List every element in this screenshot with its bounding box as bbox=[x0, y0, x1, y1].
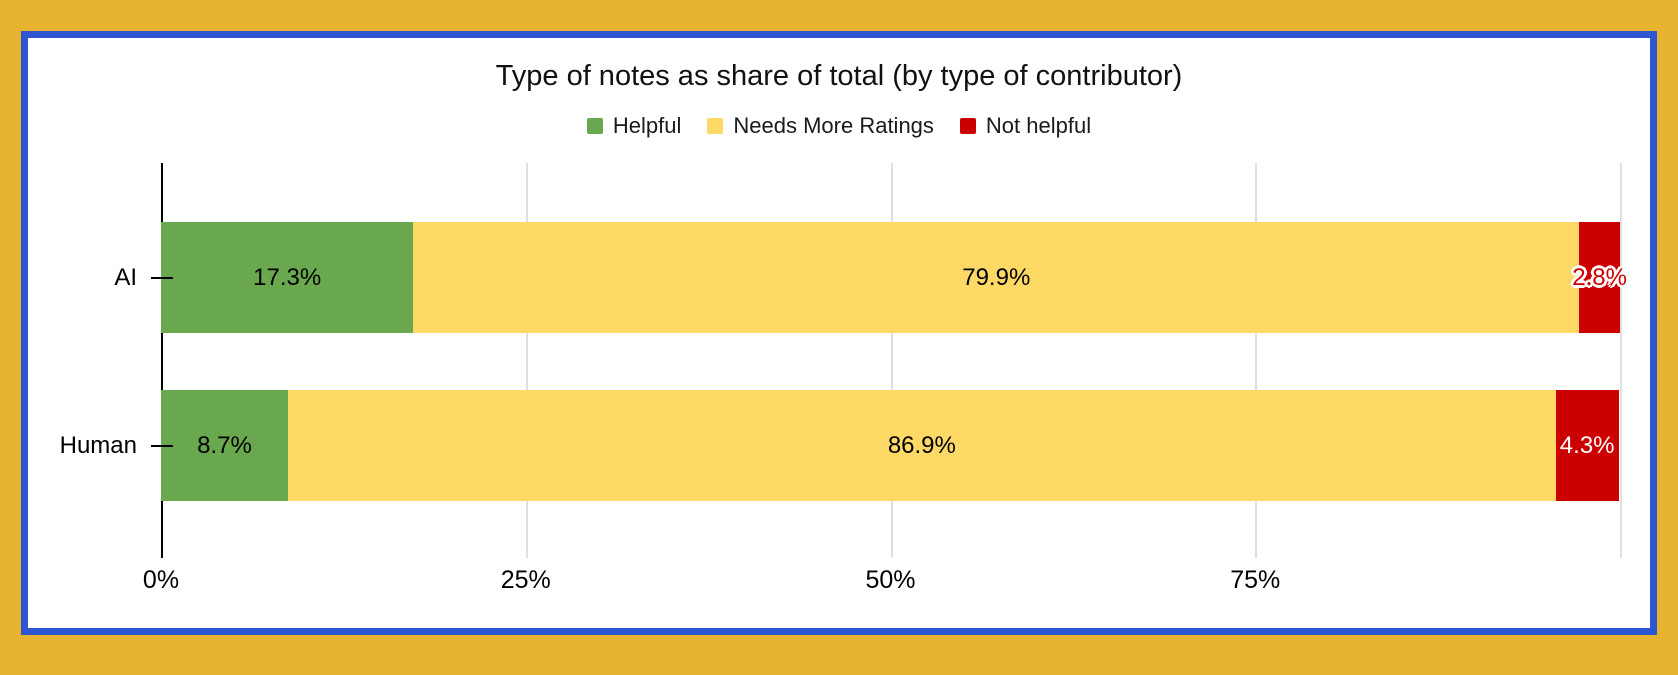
chart-frame[interactable]: Type of notes as share of total (by type… bbox=[21, 31, 1657, 635]
legend-item-needs-more-ratings[interactable]: Needs More Ratings bbox=[707, 112, 934, 140]
category-tick-mark bbox=[151, 276, 173, 279]
x-axis-tick-label-50: 50% bbox=[865, 566, 916, 594]
plot-area: 17.3% 79.9% 2.8% AI 8.7% 86.9% 4.3% Human 0% 25% 5… bbox=[28, 38, 1650, 628]
legend-label: Needs More Ratings bbox=[733, 113, 934, 138]
bar-value-label: 79.9% bbox=[962, 263, 1031, 291]
legend-item-not-helpful[interactable]: Not helpful bbox=[959, 112, 1092, 140]
legend-swatch-icon bbox=[586, 118, 603, 134]
bar-value-label: 17.3% bbox=[253, 263, 322, 291]
gridline-75 bbox=[1255, 163, 1258, 558]
bar-row-ai: 17.3% 79.9% 2.8% bbox=[161, 222, 1627, 333]
category-label-human: Human bbox=[59, 431, 137, 459]
x-axis-tick-label-25: 25% bbox=[500, 566, 551, 594]
bar-row-human: 8.7% 86.9% 4.3% bbox=[161, 390, 1619, 501]
bar-segment-not-helpful-human[interactable]: 4.3% bbox=[1555, 390, 1619, 501]
gridline-100 bbox=[1620, 163, 1622, 558]
legend-item-helpful[interactable]: Helpful bbox=[586, 112, 682, 140]
bar-segment-needs-more-ratings-ai[interactable]: 79.9% bbox=[413, 222, 1580, 333]
category-label-ai: AI bbox=[114, 263, 137, 291]
legend: Helpful Needs More Ratings Not helpful bbox=[28, 112, 1650, 140]
bar-value-label: 2.8% bbox=[1572, 263, 1627, 291]
gridline-50 bbox=[890, 163, 893, 558]
category-tick-mark bbox=[151, 444, 173, 447]
chart-title: Type of notes as share of total (by type… bbox=[495, 60, 1183, 92]
legend-label: Not helpful bbox=[985, 113, 1092, 138]
legend-label: Helpful bbox=[612, 113, 682, 138]
gridline-25 bbox=[525, 163, 528, 558]
bar-segment-needs-more-ratings-human[interactable]: 86.9% bbox=[287, 390, 1556, 501]
x-axis-tick-label-75: 75% bbox=[1230, 566, 1281, 594]
legend-swatch-icon bbox=[707, 118, 724, 134]
x-axis-tick-label-0: 0% bbox=[142, 566, 180, 594]
bar-segment-helpful-human[interactable]: 8.7% bbox=[161, 390, 288, 501]
bar-value-label: 8.7% bbox=[197, 431, 252, 459]
bar-segment-helpful-ai[interactable]: 17.3% bbox=[161, 222, 414, 333]
bar-segment-not-helpful-ai[interactable]: 2.8% bbox=[1572, 222, 1627, 333]
y-axis-line bbox=[161, 163, 163, 558]
legend-swatch-icon bbox=[959, 118, 976, 134]
bar-value-label: 4.3% bbox=[1559, 431, 1615, 459]
bar-value-label: 86.9% bbox=[887, 431, 956, 459]
